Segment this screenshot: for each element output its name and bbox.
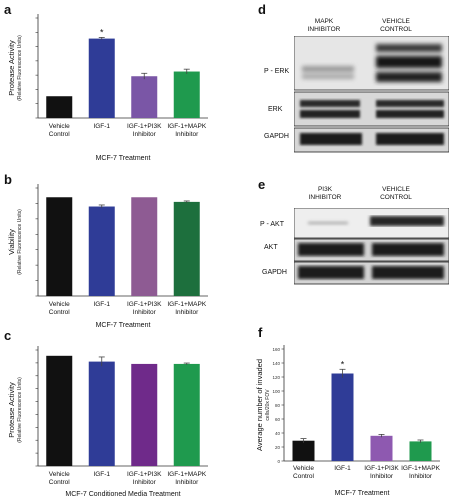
bar-a-3	[173, 71, 200, 118]
blot-d-image	[294, 36, 449, 153]
y-axis-sublabel-b: (Relative Fluorescence Units)	[17, 209, 23, 275]
blot-e-row-3: GAPDH	[262, 269, 287, 276]
bar-b-2	[131, 197, 158, 296]
category-label-f-1: IGF-1	[334, 465, 351, 472]
panel-label-b: b	[4, 172, 12, 187]
x-axis-label-c: MCF-7 Conditioned Media Treatment	[65, 491, 180, 498]
y-tick-label-f-6: 120	[272, 375, 280, 380]
blot-e-row-2: AKT	[264, 244, 278, 251]
significance-mark-f-1: *	[341, 359, 345, 369]
blot-d-row-3: GAPDH	[264, 133, 289, 140]
category-label-a-3: IGF-1+MAPK Inhibitor	[167, 123, 206, 138]
chart-f: 0 20 40 60 80 100 120 140 160 Vehicle Control * IGF-…	[255, 345, 441, 497]
bar-b-3	[173, 201, 200, 296]
blot-e-image	[294, 208, 449, 285]
category-label-b-2: IGF-1+PI3K Inhibitor	[127, 301, 162, 316]
category-label-f-2: IGF-1+PI3K Inhibitor	[364, 465, 399, 480]
y-axis-label-f: Average number of invaded	[255, 359, 264, 451]
bar-c-2	[131, 363, 158, 466]
category-label-c-2: IGF-1+PI3K Inhibitor	[127, 471, 162, 486]
bar-c-1	[88, 361, 115, 466]
bar-b-0	[46, 197, 73, 296]
chart-a: Vehicle Control * IGF-1 IGF-1+PI3K Inhibitor I…	[7, 14, 208, 162]
panel-label-a: a	[4, 2, 12, 17]
category-label-c-1: IGF-1	[93, 471, 110, 478]
y-axis-sublabel-f: cells/20x FOV	[265, 389, 271, 421]
x-axis-label-a: MCF-7 Treatment	[96, 155, 151, 162]
panel-label-c: c	[4, 328, 12, 343]
blot-e-row-1: P - AKT	[260, 221, 284, 228]
western-blot-d: MAPK INHIBITOR VEHICLE CONTROL P - ERK E…	[258, 0, 449, 160]
bar-a-2	[131, 76, 158, 118]
y-tick-label-f-3: 60	[275, 417, 281, 422]
y-axis-label-c: Protease Activity	[7, 382, 16, 438]
panel-label-d: d	[258, 2, 266, 17]
chart-c: Vehicle Control IGF-1 IGF-1+PI3K Inhibitor IG…	[7, 346, 208, 498]
category-label-b-3: IGF-1+MAPK Inhibitor	[167, 301, 206, 316]
y-axis-label-a: Protease Activity	[7, 40, 16, 96]
bar-f-3	[409, 441, 432, 461]
blot-e-col-2: VEHICLE CONTROL	[380, 186, 412, 201]
y-tick-label-f-2: 40	[275, 431, 281, 436]
bar-f-1	[331, 373, 354, 461]
panel-label-e: e	[258, 177, 266, 192]
bar-a-1	[88, 38, 115, 118]
category-label-b-0: Vehicle Control	[49, 301, 71, 316]
category-label-c-3: IGF-1+MAPK Inhibitor	[167, 471, 206, 486]
bar-c-3	[173, 363, 200, 466]
chart-b: Vehicle Control IGF-1 IGF-1+PI3K Inhibitor IG…	[7, 184, 208, 329]
y-axis-sublabel-a: (Relative Fluorescence Units)	[17, 35, 23, 101]
bar-b-1	[88, 206, 115, 296]
y-tick-label-f-4: 80	[275, 403, 281, 408]
y-tick-label-f-0: 0	[277, 459, 280, 464]
category-label-a-0: Vehicle Control	[49, 123, 71, 138]
bar-c-0	[46, 355, 73, 466]
y-tick-label-f-5: 100	[272, 389, 280, 394]
blot-d-col-2: VEHICLE CONTROL	[380, 18, 412, 33]
category-label-f-0: Vehicle Control	[293, 465, 315, 480]
x-axis-label-b: MCF-7 Treatment	[96, 322, 151, 329]
significance-mark-a-1: *	[100, 27, 104, 37]
bar-f-0	[292, 440, 315, 461]
blot-e-col-1: PI3K INHIBITOR	[308, 186, 342, 201]
western-blot-e: PI3K INHIBITOR VEHICLE CONTROL P - AKT A…	[258, 178, 449, 288]
y-tick-label-f-7: 140	[272, 361, 280, 366]
blot-d-col-1: MAPK INHIBITOR	[307, 18, 341, 33]
blot-d-row-1: P - ERK	[264, 68, 290, 75]
category-label-f-3: IGF-1+MAPK Inhibitor	[401, 465, 440, 480]
y-axis-sublabel-c: (Relative Fluorescence Units)	[17, 377, 23, 443]
category-label-c-0: Vehicle Control	[49, 471, 71, 486]
panel-label-f: f	[258, 325, 263, 340]
category-label-a-2: IGF-1+PI3K Inhibitor	[127, 123, 162, 138]
bar-a-0	[46, 96, 73, 118]
y-tick-label-f-1: 20	[275, 445, 281, 450]
category-label-b-1: IGF-1	[93, 301, 110, 308]
y-axis-label-b: Viability	[7, 229, 16, 255]
x-axis-label-f: MCF-7 Treatment	[335, 490, 390, 497]
y-tick-label-f-8: 160	[272, 347, 280, 352]
bar-f-2	[370, 435, 393, 461]
category-label-a-1: IGF-1	[93, 123, 110, 130]
blot-d-row-2: ERK	[268, 106, 283, 113]
